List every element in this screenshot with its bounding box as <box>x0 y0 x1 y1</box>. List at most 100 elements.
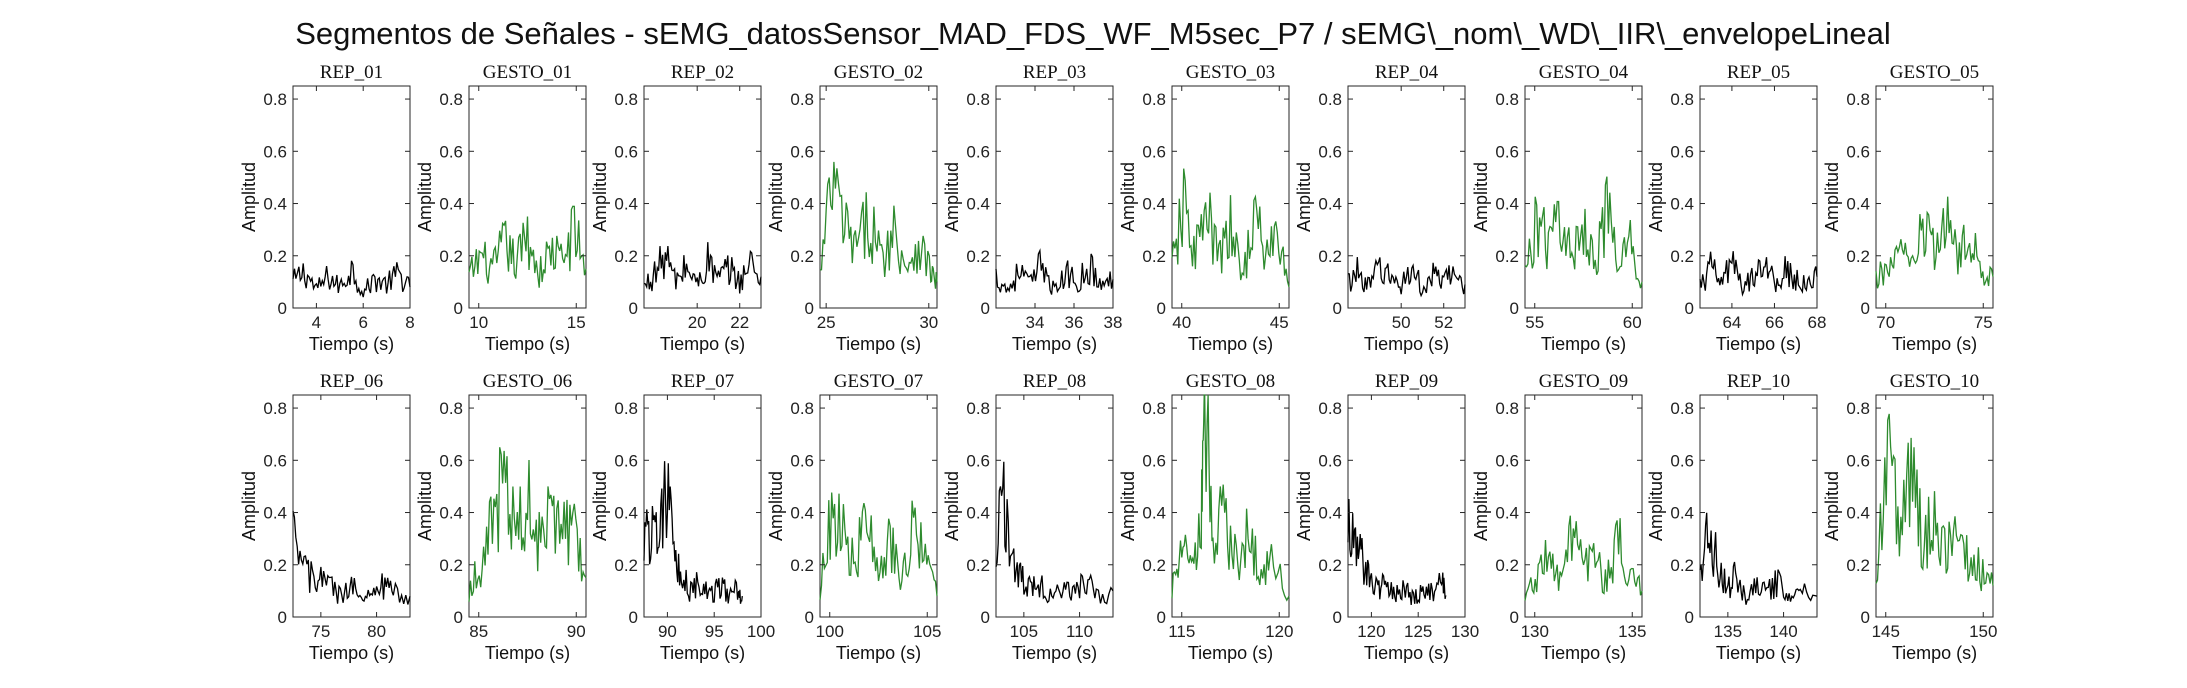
x-tick-label: 4 <box>312 313 321 332</box>
y-tick-label: 0.8 <box>1495 399 1519 418</box>
x-tick-label: 145 <box>1872 622 1900 641</box>
y-tick-label: 0.6 <box>263 451 287 470</box>
plot-area <box>819 394 938 618</box>
y-tick-label: 0.4 <box>966 504 990 523</box>
x-tick-label: 95 <box>705 622 724 641</box>
x-axis-label: Tiempo (s) <box>309 334 394 354</box>
x-tick-label: 55 <box>1525 313 1544 332</box>
series-line <box>468 447 587 602</box>
x-tick-label: 105 <box>913 622 941 641</box>
x-tick-label: 10 <box>469 313 488 332</box>
y-tick-label: 0.4 <box>1670 195 1694 214</box>
y-tick-label: 0.2 <box>966 556 990 575</box>
y-tick-label: 0 <box>1685 608 1694 627</box>
panel-gesto-03: 0 0.2 0.4 0.6 0.8 40 45 GESTO_03 Tiempo (s) Ampli… <box>1118 62 1290 354</box>
panel-rep-02: 0 0.2 0.4 0.6 0.8 20 22 REP_02 Tiempo (s) Amplitu… <box>590 62 762 354</box>
y-tick-label: 0 <box>278 608 287 627</box>
y-axis-label: Amplitud <box>239 471 259 541</box>
y-tick-label: 0.4 <box>1495 195 1519 214</box>
y-tick-label: 0.4 <box>614 504 638 523</box>
x-tick-label: 66 <box>1765 313 1784 332</box>
y-tick-label: 0.2 <box>1670 247 1694 266</box>
y-tick-label: 0.2 <box>1846 247 1870 266</box>
plot-area <box>1699 85 1818 309</box>
panel-gesto-02: 0 0.2 0.4 0.6 0.8 25 30 GESTO_02 Tiempo (s) Ampli… <box>766 62 938 354</box>
x-axis-label: Tiempo (s) <box>309 643 394 663</box>
y-axis-label: Amplitud <box>1471 471 1491 541</box>
y-axis-label: Amplitud <box>1118 471 1138 541</box>
panel-title: REP_07 <box>671 371 734 392</box>
panel-title: GESTO_09 <box>1539 371 1628 392</box>
plot-area <box>1347 394 1466 618</box>
y-tick-label: 0.6 <box>1846 451 1870 470</box>
y-tick-label: 0 <box>278 299 287 318</box>
y-tick-label: 0.6 <box>614 451 638 470</box>
y-tick-label: 0.6 <box>966 142 990 161</box>
y-tick-label: 0.8 <box>1670 90 1694 109</box>
series-line <box>292 260 411 298</box>
panel-title: GESTO_01 <box>483 62 572 83</box>
panel-title: GESTO_04 <box>1539 62 1629 83</box>
plot-area <box>1171 394 1290 618</box>
x-tick-label: 68 <box>1808 313 1827 332</box>
panel-title: GESTO_05 <box>1890 62 1979 83</box>
series-line <box>1171 168 1290 288</box>
y-tick-label: 0 <box>629 608 638 627</box>
y-tick-label: 0 <box>1333 299 1342 318</box>
y-tick-label: 0.6 <box>439 451 463 470</box>
x-tick-label: 15 <box>567 313 586 332</box>
y-tick-label: 0.8 <box>1318 90 1342 109</box>
y-tick-label: 0.6 <box>966 451 990 470</box>
panel-title: GESTO_08 <box>1186 371 1275 392</box>
series-line <box>995 461 1114 605</box>
y-tick-label: 0.6 <box>614 142 638 161</box>
plot-area <box>1875 85 1994 309</box>
panel-title: GESTO_10 <box>1890 371 1979 392</box>
y-axis-label: Amplitud <box>415 471 435 541</box>
y-tick-label: 0.4 <box>1670 504 1694 523</box>
y-tick-label: 0 <box>805 608 814 627</box>
x-tick-label: 38 <box>1104 313 1123 332</box>
x-tick-label: 34 <box>1026 313 1045 332</box>
y-tick-label: 0.8 <box>966 90 990 109</box>
series-line <box>1699 251 1818 297</box>
y-tick-label: 0.8 <box>966 399 990 418</box>
y-tick-label: 0.8 <box>790 90 814 109</box>
series-line <box>292 510 411 605</box>
x-tick-label: 75 <box>1974 313 1993 332</box>
y-axis-label: Amplitud <box>942 471 962 541</box>
y-tick-label: 0 <box>1861 299 1870 318</box>
y-axis-label: Amplitud <box>415 162 435 232</box>
x-tick-label: 36 <box>1065 313 1084 332</box>
y-tick-label: 0 <box>454 608 463 627</box>
panel-rep-08: 0 0.2 0.4 0.6 0.8 105 110 REP_08 Tiempo (s) Ampli… <box>942 371 1114 663</box>
plot-area <box>1524 85 1643 309</box>
x-tick-label: 130 <box>1451 622 1479 641</box>
y-tick-label: 0.6 <box>1318 451 1342 470</box>
y-tick-label: 0.6 <box>1318 142 1342 161</box>
y-tick-label: 0.2 <box>614 556 638 575</box>
y-tick-label: 0 <box>981 608 990 627</box>
y-axis-label: Amplitud <box>1822 471 1842 541</box>
x-axis-label: Tiempo (s) <box>1716 643 1801 663</box>
panel-gesto-05: 0 0.2 0.4 0.6 0.8 70 75 GESTO_05 Tiempo (s) Ampli… <box>1822 62 1994 354</box>
panel-rep-04: 0 0.2 0.4 0.6 0.8 50 52 REP_04 Tiempo (s) Amplitu… <box>1294 62 1466 354</box>
y-axis-label: Amplitud <box>590 162 610 232</box>
y-tick-label: 0 <box>1157 299 1166 318</box>
y-tick-label: 0 <box>1861 608 1870 627</box>
y-tick-label: 0.8 <box>1846 90 1870 109</box>
plot-area <box>468 85 587 309</box>
panel-title: REP_05 <box>1727 62 1790 83</box>
x-axis-label: Tiempo (s) <box>836 643 921 663</box>
x-tick-label: 70 <box>1876 313 1895 332</box>
y-tick-label: 0.6 <box>1670 142 1694 161</box>
panel-gesto-07: 0 0.2 0.4 0.6 0.8 100 105 GESTO_07 Tiempo (s) Amp… <box>766 371 941 663</box>
y-tick-label: 0.4 <box>439 504 463 523</box>
x-tick-label: 80 <box>367 622 386 641</box>
y-tick-label: 0 <box>454 299 463 318</box>
y-tick-label: 0.6 <box>1142 142 1166 161</box>
y-tick-label: 0.4 <box>1846 504 1870 523</box>
y-tick-label: 0.2 <box>790 556 814 575</box>
y-tick-label: 0.2 <box>790 247 814 266</box>
